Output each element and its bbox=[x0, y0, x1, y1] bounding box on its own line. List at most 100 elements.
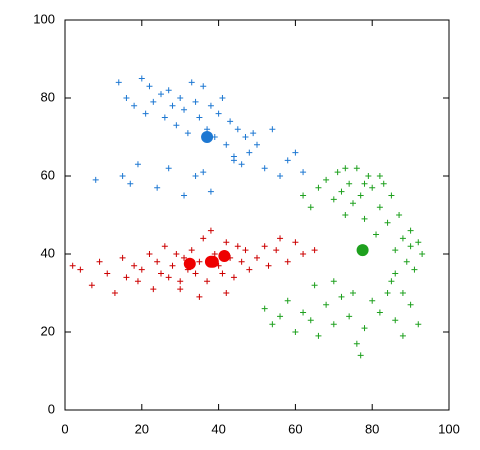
point bbox=[300, 169, 307, 176]
point bbox=[307, 204, 314, 211]
x-tick-label: 0 bbox=[61, 421, 68, 436]
point bbox=[138, 266, 145, 273]
point bbox=[146, 83, 153, 90]
point bbox=[88, 282, 95, 289]
point bbox=[223, 141, 230, 148]
point bbox=[92, 176, 99, 183]
point bbox=[365, 173, 372, 179]
point bbox=[188, 79, 195, 86]
point bbox=[369, 184, 376, 191]
point bbox=[230, 157, 237, 164]
point bbox=[277, 313, 284, 320]
point bbox=[246, 266, 253, 273]
point bbox=[373, 231, 380, 238]
point bbox=[177, 278, 184, 285]
point bbox=[242, 134, 249, 140]
point bbox=[142, 110, 149, 117]
point bbox=[219, 270, 226, 277]
point bbox=[269, 321, 276, 328]
point bbox=[115, 79, 122, 86]
point bbox=[177, 286, 184, 293]
point bbox=[399, 235, 406, 242]
centroid bbox=[356, 244, 369, 257]
point bbox=[207, 102, 214, 109]
point bbox=[165, 165, 172, 172]
point bbox=[261, 305, 268, 312]
centroid bbox=[206, 255, 219, 268]
point bbox=[403, 258, 410, 265]
x-tick-label: 100 bbox=[438, 421, 460, 436]
point bbox=[246, 149, 253, 156]
x-tick-label: 80 bbox=[365, 421, 379, 436]
point bbox=[215, 110, 222, 117]
point bbox=[146, 251, 153, 257]
plot-frame bbox=[64, 19, 450, 411]
point bbox=[192, 270, 199, 277]
y-tick-label: 80 bbox=[41, 89, 55, 104]
point bbox=[123, 274, 130, 281]
point bbox=[361, 180, 368, 187]
point bbox=[399, 290, 406, 296]
point bbox=[181, 192, 188, 199]
point bbox=[196, 258, 203, 265]
point bbox=[134, 161, 141, 168]
point bbox=[173, 251, 180, 257]
point bbox=[131, 102, 138, 109]
point bbox=[292, 329, 299, 335]
point bbox=[357, 352, 364, 359]
point bbox=[376, 173, 383, 179]
point bbox=[315, 332, 322, 339]
point bbox=[338, 188, 345, 195]
point bbox=[346, 313, 353, 320]
point bbox=[119, 254, 126, 261]
point bbox=[192, 98, 199, 105]
point bbox=[188, 247, 195, 254]
x-tick-label: 20 bbox=[135, 421, 149, 436]
point bbox=[361, 215, 368, 222]
point bbox=[384, 219, 391, 226]
point bbox=[342, 212, 349, 218]
centroid bbox=[201, 131, 214, 143]
point bbox=[315, 184, 322, 191]
point bbox=[161, 114, 168, 121]
point bbox=[261, 243, 268, 250]
y-tick-label: 100 bbox=[33, 11, 55, 26]
point bbox=[376, 204, 383, 211]
point bbox=[300, 309, 307, 316]
point bbox=[154, 258, 161, 265]
point bbox=[119, 173, 126, 179]
point bbox=[269, 126, 276, 133]
point bbox=[77, 266, 84, 273]
point bbox=[350, 200, 356, 207]
point bbox=[353, 165, 360, 172]
point bbox=[165, 87, 172, 94]
point bbox=[330, 278, 337, 285]
point bbox=[415, 321, 422, 328]
point bbox=[200, 169, 207, 176]
point bbox=[196, 293, 203, 300]
point bbox=[138, 75, 145, 82]
point bbox=[361, 325, 368, 332]
point bbox=[407, 227, 414, 234]
point bbox=[284, 258, 291, 265]
point bbox=[292, 149, 299, 156]
point bbox=[342, 165, 349, 172]
point bbox=[376, 309, 383, 316]
point bbox=[346, 180, 353, 187]
point bbox=[104, 270, 111, 277]
point bbox=[234, 243, 241, 250]
point bbox=[134, 278, 141, 285]
point bbox=[181, 106, 188, 113]
point bbox=[223, 239, 230, 246]
point bbox=[154, 184, 161, 191]
point bbox=[177, 95, 184, 101]
point bbox=[407, 301, 414, 308]
point bbox=[238, 258, 245, 265]
point bbox=[227, 118, 234, 125]
point bbox=[200, 83, 207, 90]
point bbox=[350, 290, 356, 296]
point bbox=[353, 340, 360, 347]
point bbox=[127, 180, 134, 187]
point bbox=[311, 282, 318, 289]
point bbox=[181, 254, 188, 261]
